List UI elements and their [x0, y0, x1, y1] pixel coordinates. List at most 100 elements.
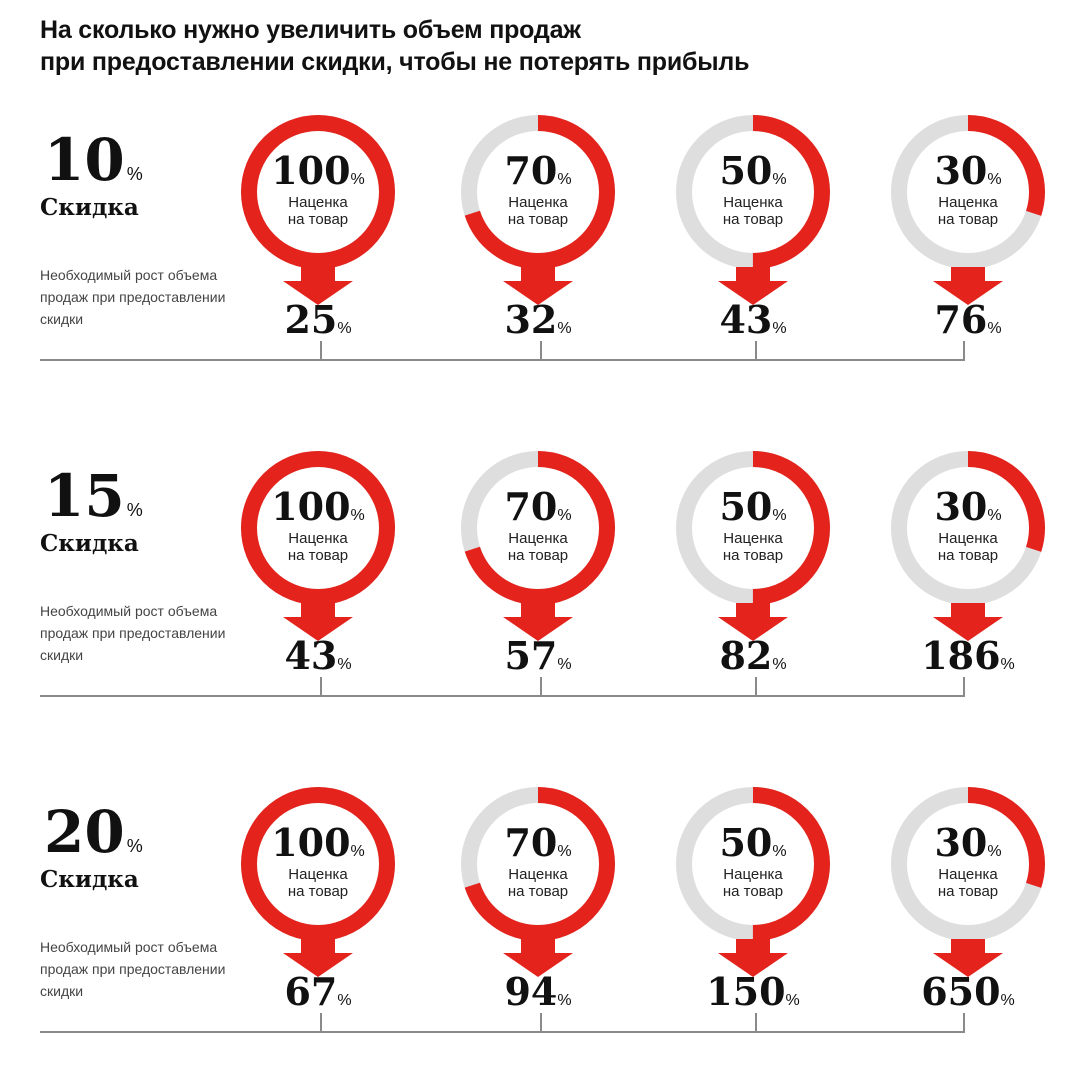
- markup-label-line2: на товар: [937, 883, 999, 900]
- markup-number: 50: [719, 484, 773, 529]
- markup-percent-sign: %: [987, 171, 1002, 188]
- arrow-shape: [933, 939, 1003, 977]
- markup-ring-100: [241, 787, 395, 941]
- growth-value: 43%: [208, 634, 428, 687]
- ring-arc: [891, 787, 1045, 941]
- growth-percent-sign: %: [772, 320, 787, 337]
- growth-percent-sign: %: [337, 320, 352, 337]
- growth-percent-sign: %: [557, 992, 572, 1009]
- markup-label-line2: на товар: [507, 547, 569, 564]
- markup-value: 50%: [673, 150, 833, 201]
- growth-percent-sign: %: [1000, 992, 1015, 1009]
- baseline-tick: [320, 677, 322, 696]
- markup-value: 30%: [888, 150, 1048, 201]
- ring-arc: [676, 115, 830, 269]
- baseline-tick: [540, 1013, 542, 1032]
- discount-percent-sign: %: [126, 836, 143, 856]
- growth-value: 650%: [858, 970, 1078, 1023]
- ring-arc: [461, 787, 615, 941]
- markup-label-line1: Наценка: [288, 194, 348, 211]
- growth-label: Необходимый рост объема продаж при предо…: [40, 267, 226, 327]
- growth-value: 186%: [858, 634, 1078, 687]
- growth-number: 57: [504, 633, 558, 678]
- growth-value: 32%: [428, 298, 648, 351]
- growth-percent-sign: %: [772, 656, 787, 673]
- ring-arc: [891, 115, 1045, 269]
- markup-number: 100: [271, 484, 351, 529]
- discount-value: 20%: [44, 802, 143, 876]
- markup-text-70: 70% Наценка на товар: [458, 448, 618, 608]
- markup-label-line2: на товар: [287, 547, 349, 564]
- discount-section-20: 20% Скидка Необходимый рост объема продаж …: [0, 784, 1080, 1084]
- markup-label-line1: Наценка: [723, 194, 783, 211]
- growth-number: 25: [284, 297, 338, 342]
- growth-number: 43: [284, 633, 338, 678]
- baseline-tick: [755, 677, 757, 696]
- growth-percent-sign: %: [337, 656, 352, 673]
- markup-value: 70%: [458, 486, 618, 537]
- down-arrow-icon: [718, 603, 788, 641]
- growth-percent-sign: %: [557, 656, 572, 673]
- markup-text-30: 30% Наценка на товар: [888, 112, 1048, 272]
- ring-arc: [891, 451, 1045, 605]
- markup-label-line2: на товар: [507, 883, 569, 900]
- markup-label-line2: на товар: [287, 211, 349, 228]
- markup-percent-sign: %: [987, 843, 1002, 860]
- arrow-shape: [283, 267, 353, 305]
- arrow-shape: [503, 939, 573, 977]
- markup-ring-100: [241, 451, 395, 605]
- markup-percent-sign: %: [772, 507, 787, 524]
- markup-value: 50%: [673, 822, 833, 873]
- markup-number: 70: [504, 148, 558, 193]
- discount-label: Скидка: [40, 866, 139, 893]
- markup-ring-70: [461, 115, 615, 269]
- arrow-shape: [718, 603, 788, 641]
- discount-label: Скидка: [40, 194, 139, 221]
- arrow-shape: [718, 939, 788, 977]
- markup-percent-sign: %: [772, 843, 787, 860]
- markup-label-line1: Наценка: [723, 866, 783, 883]
- markup-ring-70: [461, 787, 615, 941]
- markup-label-line1: Наценка: [938, 866, 998, 883]
- markup-percent-sign: %: [557, 171, 572, 188]
- arrow-shape: [933, 267, 1003, 305]
- arrow-shape: [933, 603, 1003, 641]
- markup-number: 100: [271, 148, 351, 193]
- growth-label: Необходимый рост объема продаж при предо…: [40, 603, 226, 663]
- markup-text-50: 50% Наценка на товар: [673, 448, 833, 608]
- growth-value: 25%: [208, 298, 428, 351]
- growth-percent-sign: %: [557, 320, 572, 337]
- ring-arc: [461, 115, 615, 269]
- growth-number: 650: [921, 969, 1001, 1014]
- markup-label-line1: Наценка: [288, 530, 348, 547]
- markup-ring-30: [891, 787, 1045, 941]
- markup-number: 70: [504, 484, 558, 529]
- arrow-shape: [283, 603, 353, 641]
- markup-number: 50: [719, 148, 773, 193]
- markup-value: 100%: [238, 822, 398, 873]
- markup-ring-30: [891, 451, 1045, 605]
- discount-percent-sign: %: [126, 164, 143, 184]
- ring-arc: [241, 115, 395, 269]
- down-arrow-icon: [503, 603, 573, 641]
- markup-ring-30: [891, 115, 1045, 269]
- markup-value: 70%: [458, 150, 618, 201]
- markup-number: 30: [934, 484, 988, 529]
- markup-ring-50: [676, 115, 830, 269]
- baseline-tick: [320, 1013, 322, 1032]
- markup-label-line1: Наценка: [508, 530, 568, 547]
- growth-value: 150%: [643, 970, 863, 1023]
- down-arrow-icon: [718, 267, 788, 305]
- markup-label-line2: на товар: [507, 211, 569, 228]
- markup-number: 50: [719, 820, 773, 865]
- arrow-shape: [718, 267, 788, 305]
- ring-arc: [241, 451, 395, 605]
- discount-value: 10%: [44, 130, 143, 204]
- markup-label-line1: Наценка: [723, 530, 783, 547]
- markup-value: 70%: [458, 822, 618, 873]
- growth-percent-sign: %: [337, 992, 352, 1009]
- markup-percent-sign: %: [350, 171, 365, 188]
- markup-label-line1: Наценка: [938, 194, 998, 211]
- growth-number: 82: [719, 633, 773, 678]
- growth-value: 82%: [643, 634, 863, 687]
